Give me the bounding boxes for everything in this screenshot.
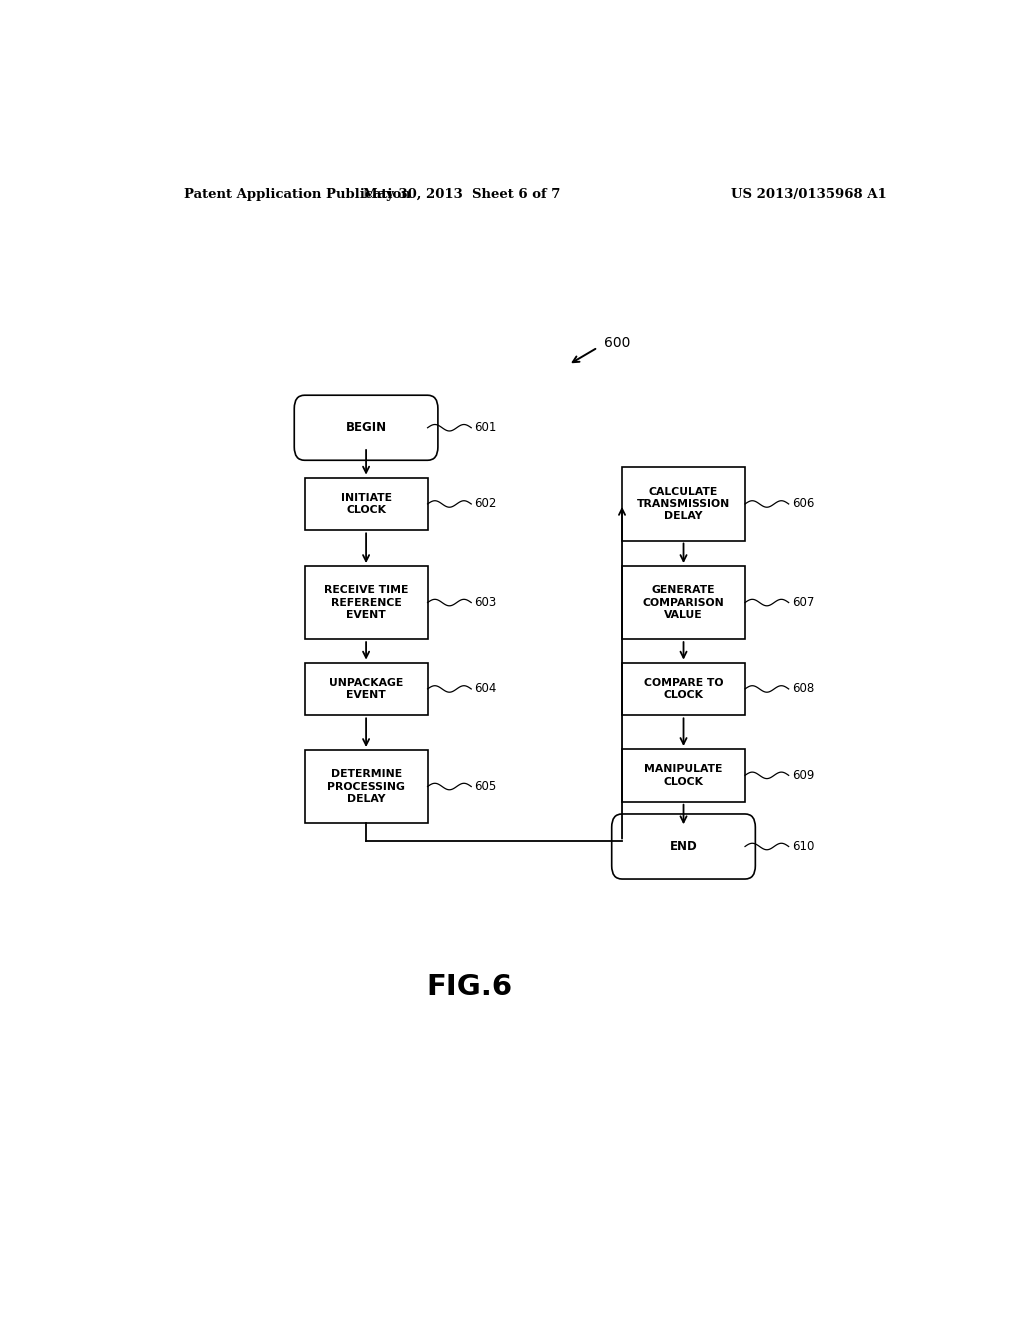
Text: BEGIN: BEGIN <box>345 421 387 434</box>
Text: 605: 605 <box>474 780 497 793</box>
Text: GENERATE
COMPARISON
VALUE: GENERATE COMPARISON VALUE <box>643 585 724 620</box>
Text: 603: 603 <box>474 597 497 609</box>
Bar <box>304 663 428 715</box>
Text: Patent Application Publication: Patent Application Publication <box>183 189 411 202</box>
Text: 604: 604 <box>474 682 497 696</box>
Bar <box>622 663 745 715</box>
Text: 602: 602 <box>474 498 497 511</box>
Bar <box>304 478 428 531</box>
Text: COMPARE TO
CLOCK: COMPARE TO CLOCK <box>644 677 723 700</box>
Text: 610: 610 <box>792 840 814 853</box>
FancyBboxPatch shape <box>294 395 438 461</box>
Text: May 30, 2013  Sheet 6 of 7: May 30, 2013 Sheet 6 of 7 <box>362 189 560 202</box>
Bar <box>304 566 428 639</box>
Text: 600: 600 <box>604 337 631 350</box>
Text: US 2013/0135968 A1: US 2013/0135968 A1 <box>731 189 887 202</box>
Text: 609: 609 <box>792 768 814 781</box>
Text: RECEIVE TIME
REFERENCE
EVENT: RECEIVE TIME REFERENCE EVENT <box>324 585 409 620</box>
Text: MANIPULATE
CLOCK: MANIPULATE CLOCK <box>644 764 723 787</box>
Text: END: END <box>670 840 697 853</box>
Text: UNPACKAGE
EVENT: UNPACKAGE EVENT <box>329 677 403 700</box>
Bar <box>622 566 745 639</box>
Text: FIG.6: FIG.6 <box>426 973 512 1001</box>
Bar <box>622 748 745 801</box>
Text: 601: 601 <box>474 421 497 434</box>
FancyBboxPatch shape <box>611 814 756 879</box>
Text: CALCULATE
TRANSMISSION
DELAY: CALCULATE TRANSMISSION DELAY <box>637 487 730 521</box>
Bar <box>304 750 428 824</box>
Text: 606: 606 <box>792 498 814 511</box>
Text: 607: 607 <box>792 597 814 609</box>
Bar <box>622 467 745 541</box>
Text: 608: 608 <box>792 682 814 696</box>
Text: INITIATE
CLOCK: INITIATE CLOCK <box>341 492 391 515</box>
Text: DETERMINE
PROCESSING
DELAY: DETERMINE PROCESSING DELAY <box>327 770 406 804</box>
